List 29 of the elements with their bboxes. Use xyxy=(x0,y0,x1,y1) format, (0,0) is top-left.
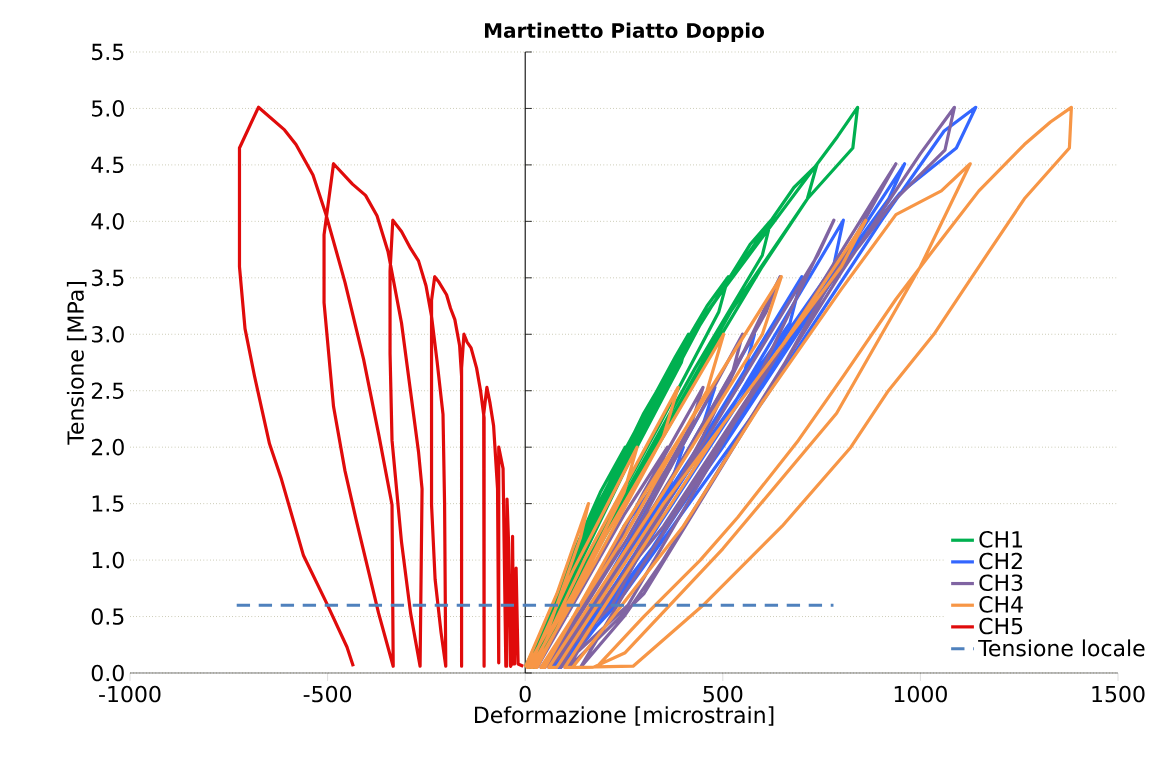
legend-label: CH4 xyxy=(979,596,1023,613)
y-tick-label: 3.5 xyxy=(91,269,124,287)
legend-label: CH3 xyxy=(979,574,1023,592)
x-tick-label: 500 xyxy=(703,685,743,703)
line-series xyxy=(523,105,1073,669)
legend-label: CH2 xyxy=(979,552,1022,570)
legend-label: CH1 xyxy=(979,531,1023,548)
y-tick-label: 5.0 xyxy=(92,100,124,117)
chart-title: Martinetto Piatto Doppio xyxy=(484,22,765,42)
y-tick-label: 2.5 xyxy=(91,382,124,400)
x-tick-label: -500 xyxy=(303,685,352,703)
y-tick-label: 3.0 xyxy=(91,325,124,343)
y-tick-label: 1.0 xyxy=(92,551,124,569)
x-tick-label: 1000 xyxy=(894,685,947,703)
x-tick-label: 1500 xyxy=(1092,685,1145,703)
y-tick-label: 0.5 xyxy=(91,608,124,625)
y-tick-label: 2.0 xyxy=(91,438,124,456)
x-tick-label: 0 xyxy=(519,685,531,703)
x-axis-title: Deformazione [microstrain] xyxy=(474,706,774,726)
y-tick-label: 0.0 xyxy=(91,664,124,682)
y-axis-title: Tensione [MPa] xyxy=(66,282,87,445)
line-series xyxy=(237,105,525,668)
y-tick-label: 4.5 xyxy=(91,156,124,174)
y-tick-label: 4.0 xyxy=(91,213,124,230)
y-tick-label: 5.5 xyxy=(92,43,124,61)
x-tick-label: -1000 xyxy=(99,685,161,703)
legend-label: Tensione locale xyxy=(978,639,1145,657)
legend-label: CH5 xyxy=(979,617,1023,635)
y-tick-label: 1.5 xyxy=(92,495,124,512)
